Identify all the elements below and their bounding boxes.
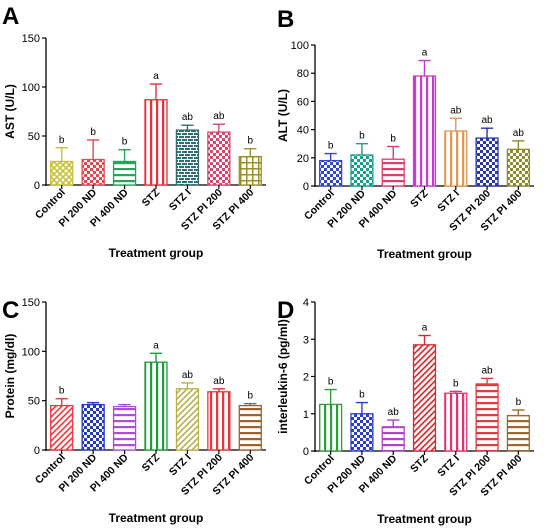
bar-pi-200-nd — [81, 158, 105, 186]
bar-pi-400-nd — [112, 160, 137, 186]
significance-label: b — [516, 397, 522, 408]
bar-pi-200-nd — [350, 154, 374, 187]
significance-label: b — [248, 136, 254, 147]
significance-label: ab — [513, 128, 525, 139]
bar-stz-pi-400 — [238, 155, 262, 186]
significance-label: ab — [182, 370, 194, 381]
bar-pi-400-nd — [112, 405, 137, 451]
x-tick-label: STZ I — [435, 188, 462, 215]
bar-stz — [144, 361, 168, 451]
y-tick-label: 4 — [303, 297, 309, 309]
y-axis-title: Protein (mg/dl) — [3, 334, 17, 419]
y-tick-label: 60 — [297, 96, 309, 108]
bar-pi-400-nd — [381, 158, 405, 187]
significance-label: b — [453, 378, 459, 389]
x-axis-title: Treatment group — [109, 511, 204, 525]
x-tick-label: STZ I — [435, 453, 462, 480]
significance-label: ab — [182, 112, 194, 123]
bar-stz-pi-400 — [506, 148, 530, 187]
y-tick-label: 1 — [303, 409, 309, 421]
bar-stz-i — [175, 388, 200, 451]
significance-label: b — [59, 386, 65, 397]
significance-label: b — [248, 391, 254, 402]
y-tick-label: 0 — [34, 445, 40, 457]
bar-control — [50, 160, 74, 186]
x-tick-label: STZ — [408, 452, 431, 475]
panel-label: C — [2, 297, 19, 324]
y-tick-label: 50 — [28, 131, 40, 143]
y-tick-label: 0 — [34, 180, 40, 192]
bar-stz-pi-200 — [207, 391, 231, 451]
y-tick-label: 50 — [28, 396, 40, 408]
significance-label: ab — [482, 115, 494, 126]
bar-stz-i — [444, 130, 468, 187]
x-axis-title: Treatment group — [377, 512, 472, 526]
y-tick-label: 40 — [297, 125, 309, 137]
significance-label: b — [328, 141, 334, 152]
bar-stz-pi-400 — [506, 414, 530, 452]
bar-stz-pi-200 — [475, 383, 499, 452]
panel-label: B — [277, 6, 294, 33]
x-tick-label: STZ — [408, 187, 431, 210]
y-axis-title: interleukin-6 (pg/ml) — [276, 319, 290, 434]
y-axis-title: AST (U/L) — [3, 84, 17, 139]
x-tick-label: STZ I — [167, 452, 194, 479]
y-tick-label: 100 — [291, 40, 309, 52]
panel-label: A — [2, 3, 19, 30]
significance-label: b — [90, 127, 96, 138]
significance-label: ab — [450, 105, 462, 116]
bar-stz-pi-400 — [238, 404, 262, 451]
bar-control — [50, 404, 74, 451]
x-axis-title: Treatment group — [377, 247, 472, 261]
bar-stz-pi-200 — [207, 131, 231, 186]
significance-label: a — [153, 340, 159, 351]
significance-label: b — [390, 134, 396, 145]
bar-stz-pi-200 — [475, 137, 499, 187]
y-tick-label: 0 — [303, 181, 309, 193]
y-tick-label: 100 — [22, 346, 40, 358]
bar-stz-i — [444, 392, 468, 452]
bar-stz — [412, 344, 437, 452]
significance-label: b — [59, 135, 65, 146]
significance-label: ab — [213, 111, 225, 122]
y-tick-label: 150 — [22, 33, 40, 45]
significance-label: b — [359, 390, 365, 401]
bar-stz — [144, 99, 168, 186]
significance-label: a — [153, 71, 159, 82]
bar-pi-200-nd — [81, 403, 105, 451]
bar-stz — [412, 75, 437, 187]
x-tick-label: STZ — [140, 451, 163, 474]
y-axis-title: ALT (U/L) — [276, 89, 290, 142]
significance-label: b — [328, 377, 334, 388]
y-tick-label: 20 — [297, 153, 309, 165]
y-tick-label: 100 — [22, 82, 40, 94]
y-tick-label: 0 — [303, 446, 309, 458]
significance-label: a — [422, 323, 428, 334]
panel-label: D — [277, 297, 294, 324]
significance-label: ab — [213, 376, 225, 387]
y-tick-label: 150 — [22, 297, 40, 309]
bar-pi-400-nd — [381, 426, 405, 452]
significance-label: b — [359, 131, 365, 142]
x-axis-title: Treatment group — [109, 246, 204, 260]
bar-control — [319, 403, 343, 452]
y-tick-label: 3 — [303, 334, 309, 346]
x-tick-label: STZ I — [167, 187, 194, 214]
bar-pi-200-nd — [350, 413, 374, 452]
significance-label: ab — [482, 365, 494, 376]
y-tick-label: 2 — [303, 372, 309, 384]
bar-stz-i — [175, 129, 200, 186]
y-tick-label: 80 — [297, 68, 309, 80]
x-tick-label: STZ — [140, 186, 163, 209]
significance-label: b — [122, 137, 128, 148]
bar-control — [319, 159, 343, 187]
significance-label: ab — [388, 407, 400, 418]
significance-label: a — [422, 48, 428, 59]
